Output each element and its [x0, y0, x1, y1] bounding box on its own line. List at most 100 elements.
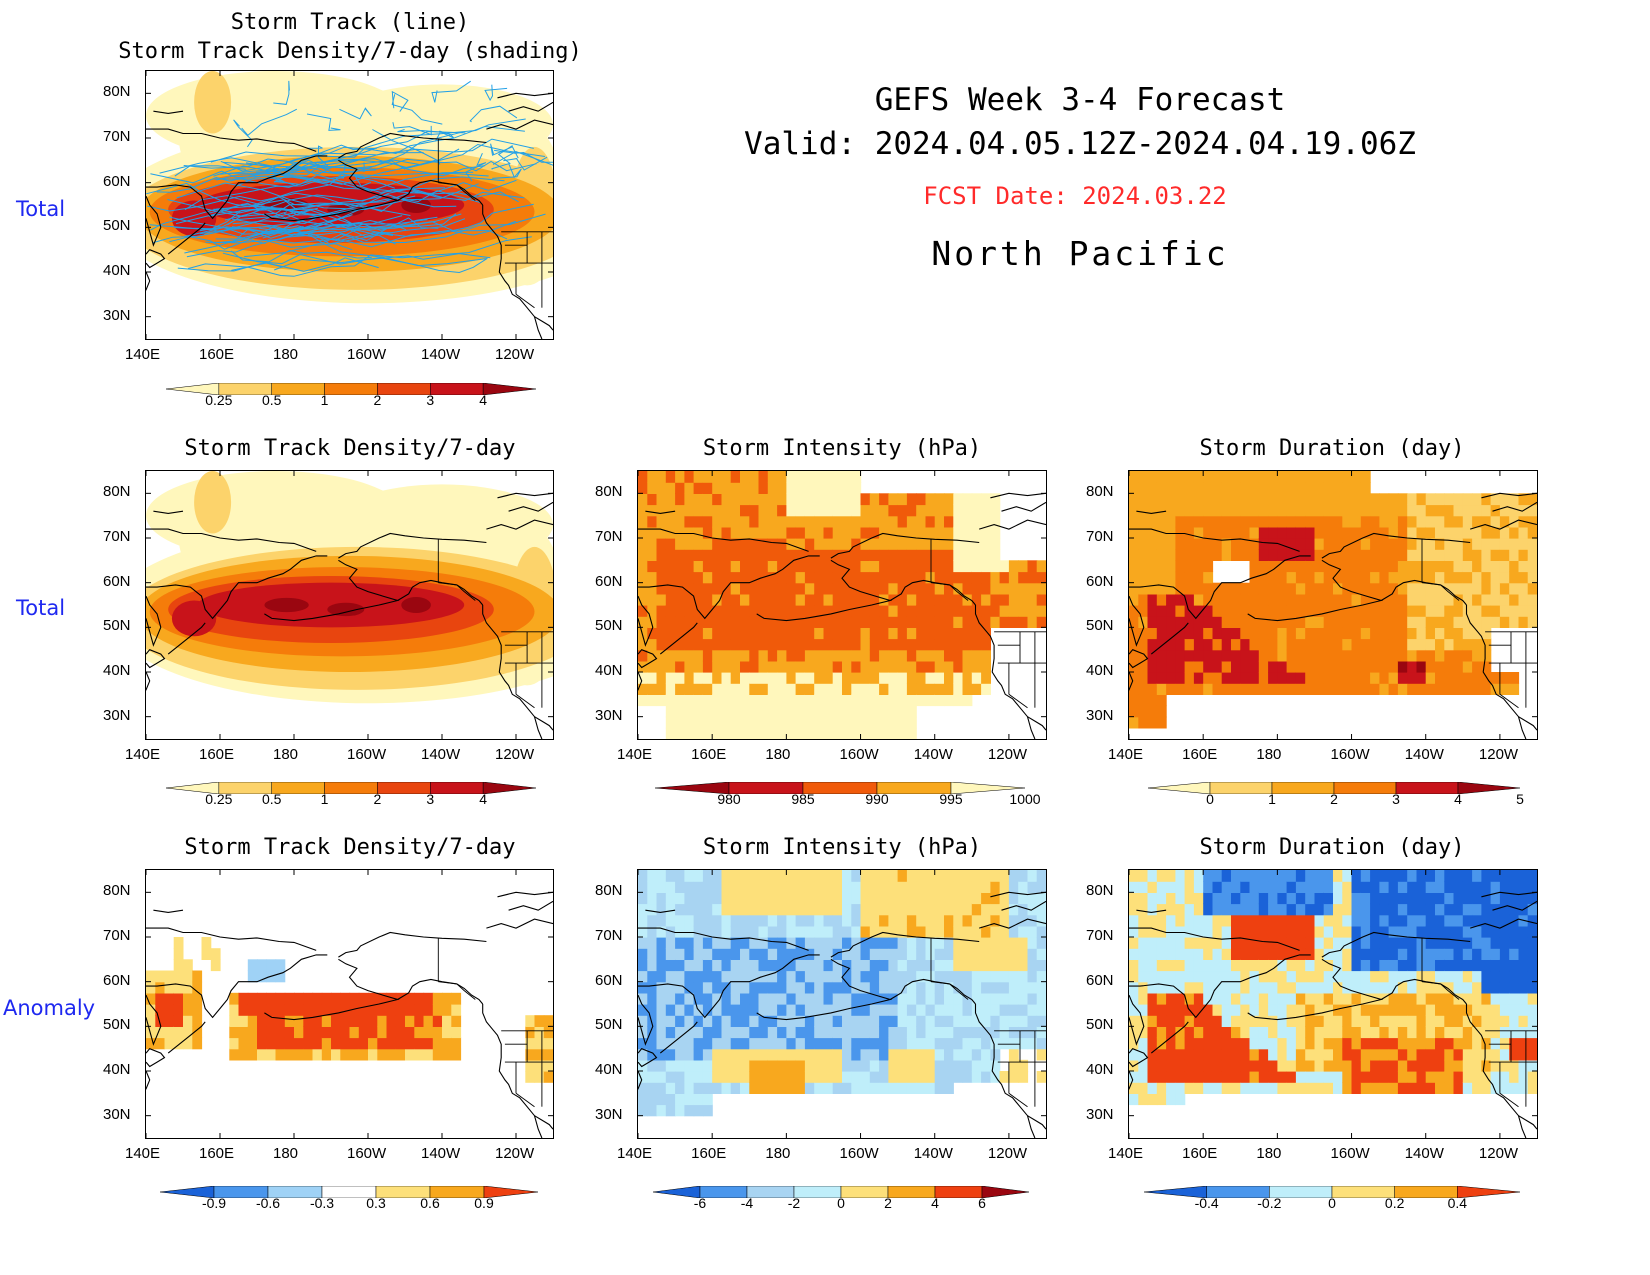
lon-tick-label: 140W: [913, 1145, 953, 1162]
colorbar-label: 985: [791, 791, 815, 807]
panel-title-track-line: Storm Track (line): [230, 10, 470, 35]
map-intensity-anomaly: [637, 869, 1047, 1139]
lon-tick-label: 160E: [691, 746, 727, 763]
colorbar-label: 2: [373, 392, 382, 408]
lat-tick-label: 50N: [595, 617, 623, 635]
coastlines: [146, 92, 553, 339]
colorbar-label: 0.5: [261, 392, 282, 408]
colorbar-label: -0.4: [1194, 1195, 1219, 1211]
shade-5: [197, 582, 465, 628]
lat-tick-label: 30N: [103, 1105, 131, 1123]
lon-tick-label: 160W: [1330, 1145, 1370, 1162]
lat-tick-label: 40N: [103, 262, 131, 279]
tick-marks: [638, 870, 1046, 1138]
colorbar-label: 1: [320, 791, 329, 807]
political-borders: [1421, 539, 1537, 709]
intensity-anomaly-field: [638, 870, 1046, 1117]
shade-6: [264, 597, 309, 613]
lon-tick-label: 180: [765, 1145, 791, 1162]
colorbar-label: 2: [373, 791, 382, 807]
lon-tick-label: 140E: [125, 746, 161, 763]
colorbar-label: -4: [740, 1195, 754, 1211]
lon-tick-label: 140E: [617, 746, 653, 763]
colorbar-label: 0.25: [205, 791, 233, 807]
panel-title-track-shading: Storm Track Density/7-day (shading): [118, 39, 582, 64]
tick-marks: [146, 471, 553, 739]
political-borders: [437, 938, 553, 1108]
tick-marks: [1129, 471, 1537, 739]
lat-tick-label: 80N: [103, 83, 131, 101]
lon-tick-label: 160E: [691, 1145, 727, 1162]
political-borders: [437, 139, 553, 309]
lat-tick-label: 70N: [1086, 528, 1114, 545]
lat-tick-label: 50N: [1086, 617, 1114, 635]
lat-tick-label: 40N: [1086, 662, 1114, 679]
colorbar-label: 0.4: [1447, 1195, 1468, 1211]
valid-range: Valid: 2024.04.05.12Z-2024.04.19.06Z: [744, 126, 1416, 162]
panel-title-duration-total: Storm Duration (day): [1199, 436, 1465, 461]
lat-tick-label: 30N: [595, 706, 623, 724]
lon-tick-label: 140W: [1404, 746, 1444, 763]
shade-6: [401, 596, 431, 614]
lon-tick-label: 140E: [125, 1145, 161, 1162]
map-canvas: [146, 471, 553, 739]
colorbar-swatch: [840, 1185, 889, 1199]
colorbar-swatch: [430, 382, 484, 396]
lon-tick-label: 160E: [199, 346, 235, 363]
map-canvas: [146, 870, 553, 1138]
colorbar-swatch: [981, 1185, 1030, 1199]
row-label-anomaly: Anomaly: [3, 996, 96, 1020]
row-label-total-top: Total: [16, 197, 66, 221]
lon-tick-label: 160E: [1182, 746, 1218, 763]
colorbar-swatch: [793, 1185, 842, 1199]
lon-tick-label: 120W: [1478, 1145, 1519, 1162]
coastlines: [1129, 492, 1537, 739]
lon-tick-label: 180: [1256, 746, 1282, 763]
colorbar-label: 6: [978, 1195, 986, 1211]
duration-anomaly-field: [1129, 870, 1537, 1106]
colorbar-label: 4: [1454, 791, 1462, 807]
lat-tick-label: 80N: [103, 882, 131, 900]
colorbar-label: 1000: [1009, 791, 1041, 807]
lat-tick-label: 70N: [103, 927, 131, 944]
tick-marks: [638, 471, 1046, 739]
region-name: North Pacific: [931, 234, 1229, 273]
lat-tick-label: 30N: [103, 706, 131, 724]
map-density-total: [145, 470, 554, 740]
colorbar-swatch: [1271, 781, 1335, 795]
forecast-title: GEFS Week 3-4 Forecast: [874, 82, 1286, 118]
colorbar-label: 0.25: [205, 392, 233, 408]
lon-tick-label: 140W: [913, 746, 953, 763]
colorbar-swatch: [887, 1185, 936, 1199]
lon-tick-label: 120W: [495, 1145, 535, 1162]
colorbar-label: -2: [787, 1195, 801, 1211]
colorbar-swatches: [1147, 781, 1521, 795]
colorbar-swatch: [324, 382, 378, 396]
political-borders: [930, 539, 1046, 709]
colorbar-swatch: [1457, 1185, 1521, 1199]
lon-tick-label: 140W: [1404, 1145, 1444, 1162]
panel-title-duration-anomaly: Storm Duration (day): [1199, 835, 1465, 860]
lat-tick-label: 70N: [1086, 927, 1114, 944]
lon-tick-label: 120W: [495, 746, 535, 763]
lat-tick-label: 60N: [595, 572, 623, 590]
intensity-field: [638, 471, 1046, 739]
lon-tick-label: 120W: [987, 1145, 1028, 1162]
lat-tick-label: 40N: [1086, 1061, 1114, 1078]
lon-tick-label: 160W: [347, 746, 387, 763]
colorbar-label: 3: [426, 791, 435, 807]
colorbar-label: 4: [931, 1195, 939, 1211]
lon-tick-label: 160W: [347, 346, 387, 363]
lat-tick-label: 60N: [1086, 971, 1114, 989]
colorbar-label: 0.2: [1384, 1195, 1405, 1211]
colorbar-label: -0.2: [1257, 1195, 1282, 1211]
colorbar-swatch: [483, 1185, 539, 1199]
lat-tick-label: 80N: [103, 483, 131, 501]
map-canvas: [638, 471, 1046, 739]
lon-tick-label: 140W: [421, 1145, 461, 1162]
lon-tick-label: 160E: [199, 746, 235, 763]
lon-tick-label: 160W: [839, 746, 879, 763]
colorbar-swatches: [654, 781, 1026, 795]
colorbar-swatch: [1333, 781, 1397, 795]
tick-marks: [1129, 870, 1537, 1138]
